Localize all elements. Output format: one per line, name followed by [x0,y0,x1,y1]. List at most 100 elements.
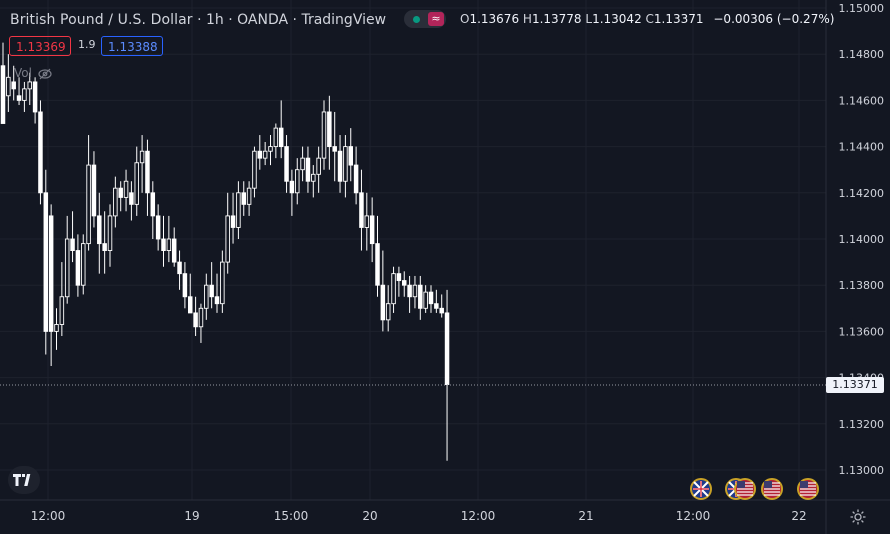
candle-body [38,111,43,194]
sell-button[interactable]: 1.13369 [9,36,71,56]
close-label: C [645,12,654,26]
candle-body [289,180,295,194]
us-flag-icon[interactable] [797,478,819,500]
candle-body [327,111,332,148]
close-value: 1.13371 [653,12,704,26]
time-tick-label: 12:00 [676,509,711,523]
candle-body [369,215,375,245]
candle-body [402,280,407,286]
candle-body [316,157,321,175]
candle-body [113,187,118,217]
data-delayed-icon: ≈ [428,12,444,26]
candle-body [412,284,418,298]
symbol-header[interactable]: British Pound / U.S. Dollar · 1h · OANDA… [10,10,386,30]
candle-body [32,81,38,113]
candle-body [337,150,343,182]
low-label: L [585,12,593,26]
candle-body [407,284,412,298]
candle-body [311,173,316,182]
candle-body [230,215,236,228]
candle-body [396,273,402,282]
candlestick-series [0,42,450,461]
interval-label: 1h [206,12,224,28]
candle-body [444,312,450,385]
candle-body [257,150,263,159]
header-separator: · [223,12,238,28]
low-value: 1.13042 [592,12,642,26]
candle-body [16,95,22,101]
candle-body [359,192,364,228]
candle-body [439,307,444,314]
time-axis[interactable]: 12:00 19 15:00 20 12:00 21 12:00 22 [31,509,807,523]
candle-body [353,164,359,194]
settings-gear-icon[interactable] [849,508,867,526]
candle-body [48,215,54,332]
spread-value: 1.9 [78,38,96,51]
candle-body [380,284,386,321]
candle-body [161,238,166,252]
header-separator: · [192,12,207,28]
candle-body [134,162,139,205]
candle-body [268,146,273,152]
time-tick-label: 15:00 [274,509,309,523]
candle-body [0,65,6,124]
price-tick-label: 1.13600 [839,325,885,338]
candle-body [70,238,75,252]
candle-body [166,238,172,252]
price-tick-label: 1.15000 [839,2,885,15]
hide-eye-icon[interactable] [38,67,52,81]
candle-body [129,192,134,205]
candle-body [220,261,225,305]
candle-body [332,146,337,152]
high-value: 1.13778 [531,12,582,26]
high-label: H [522,12,532,26]
price-axis[interactable]: 1.15000 1.14800 1.14600 1.14400 1.14200 1.140… [839,2,885,477]
candle-body [391,273,396,305]
candle-body [214,296,220,305]
candle-body [6,76,11,97]
candle-body [209,284,214,298]
candle-body [86,164,91,245]
symbol-name: British Pound / U.S. Dollar [10,12,193,28]
candle-body [193,312,198,328]
candle-body [262,150,268,159]
candle-body [22,88,27,101]
candle-body [64,238,70,298]
us-flag-icon[interactable] [761,478,783,500]
candle-body [59,296,65,325]
price-tick-label: 1.13200 [839,418,885,431]
candle-body [171,238,177,263]
candle-body [423,291,428,309]
time-tick-label: 22 [791,509,806,523]
uk-flag-icon[interactable] [690,478,712,500]
open-label: O [460,12,470,26]
time-tick-label: 19 [184,509,199,523]
market-status[interactable]: ≈ [404,10,446,28]
price-tick-label: 1.14400 [839,141,885,154]
candle-body [305,157,311,182]
us-flag-icon[interactable] [734,478,756,500]
time-tick-label: 12:00 [461,509,496,523]
candle-body [187,296,193,314]
candle-body [428,291,434,305]
candle-body [300,157,305,171]
candle-body [252,150,257,189]
candle-body [177,261,182,275]
economic-events[interactable] [690,478,819,500]
candle-body [348,146,354,166]
candle-body [273,127,279,148]
buy-button[interactable]: 1.13388 [101,36,163,56]
time-tick-label: 12:00 [31,509,66,523]
candle-body [27,81,33,90]
candle-body [278,127,284,148]
candle-body [43,192,49,332]
tradingview-logo-icon[interactable] [8,466,40,494]
candle-body [364,215,370,228]
candle-body [54,324,59,332]
candle-body [198,307,204,328]
candle-body [321,111,327,159]
candle-body [145,150,150,194]
candle-body [155,215,161,240]
